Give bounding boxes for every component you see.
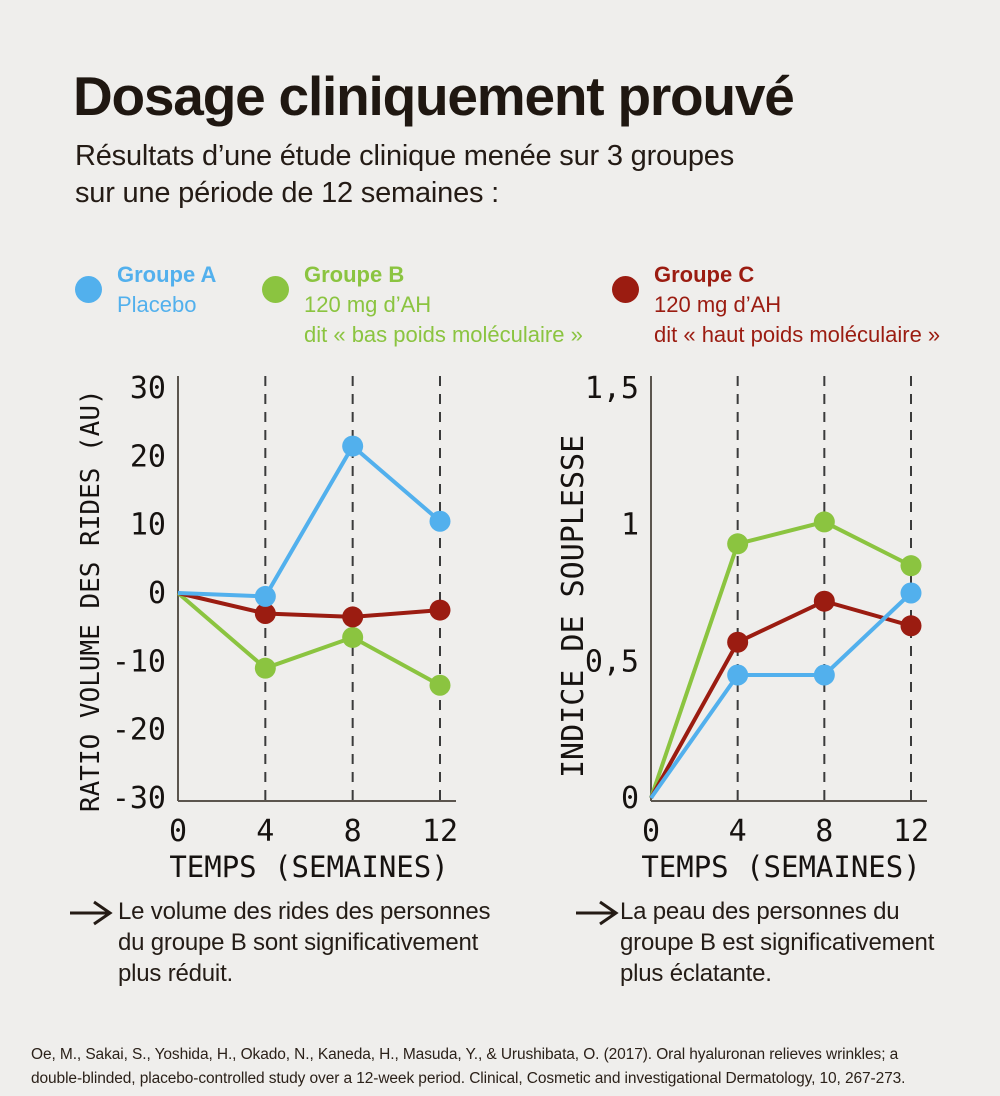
data-point-groupe-a [342,435,364,457]
groupe-a-dot-icon [75,276,102,303]
y-tick-label: 0 [148,576,166,611]
x-axis-label: TEMPS (SEMAINES) [641,850,920,884]
citation: Oe, M., Sakai, S., Yoshida, H., Okado, N… [31,1043,905,1091]
right-chart-annotation: La peau des personnes du groupe B est si… [620,896,980,989]
legend-item-groupe-a: Groupe A Placebo [75,260,216,320]
annotation-line: groupe B est significativement [620,929,935,956]
y-tick-label: -30 [112,781,166,816]
data-point-groupe-c [429,599,451,621]
data-point-groupe-a [813,664,835,686]
right-arrow-icon [576,900,619,926]
y-tick-label: 10 [130,508,166,543]
y-tick-label: 0,5 [585,644,639,679]
groupe-c-dot-icon [612,276,639,303]
subtitle-line: Résultats d’une étude clinique menée sur… [75,140,735,172]
data-point-groupe-b [727,533,749,555]
x-tick-label: 0 [169,814,187,849]
data-point-groupe-b [900,555,922,577]
annotation-line: plus réduit. [118,960,233,987]
y-tick-label: -20 [112,713,166,748]
y-tick-label: 1 [621,508,639,543]
legend-group-name: Groupe B [304,262,405,287]
legend-item-groupe-c: Groupe C 120 mg d’AH dit « haut poids mo… [612,260,940,350]
page-subtitle: Résultats d’une étude clinique menée sur… [75,138,734,212]
x-tick-label: 8 [344,814,362,849]
data-point-groupe-a [254,585,276,607]
y-tick-label: 30 [130,371,166,406]
annotation-line: du groupe B sont significativement [118,929,479,956]
annotation-line: La peau des personnes du [620,898,900,925]
data-point-groupe-c [813,590,835,612]
subtitle-line: sur une période de 12 semaines : [75,177,500,209]
data-point-groupe-b [342,626,364,648]
x-tick-label: 12 [893,814,929,849]
x-tick-label: 8 [815,814,833,849]
data-point-groupe-b [429,674,451,696]
series-line-groupe-a [649,591,913,800]
data-point-groupe-c [254,603,276,624]
x-tick-label: 12 [422,814,458,849]
x-tick-label: 4 [729,814,747,849]
annotation-line: plus éclatante. [620,960,772,987]
x-tick-label: 4 [256,814,274,849]
legend-group-name: Groupe C [654,262,755,287]
citation-line: double-blinded, placebo-controlled study… [31,1070,906,1087]
data-point-groupe-a [429,510,451,532]
data-point-groupe-c [342,606,364,628]
data-point-groupe-c [727,631,749,653]
y-tick-label: 20 [130,439,166,474]
left-chart-y-axis-label: RATIO VOLUME DES RIDES (AU) [76,389,106,812]
data-point-groupe-a [900,582,922,604]
left-chart-annotation: Le volume des rides des personnes du gro… [118,896,538,989]
legend-group-desc: Placebo [117,292,197,317]
legend-group-desc: dit « haut poids moléculaire » [654,322,941,347]
data-point-groupe-b [813,511,835,533]
legend-group-desc: 120 mg d’AH [304,292,432,317]
legend-item-groupe-b: Groupe B 120 mg d’AH dit « bas poids mol… [262,260,583,350]
citation-line: Oe, M., Sakai, S., Yoshida, H., Okado, N… [31,1046,899,1063]
series-line-groupe-b [176,591,441,688]
data-point-groupe-b [254,657,276,679]
page-title: Dosage cliniquement prouvé [73,65,795,127]
groupe-b-dot-icon [262,276,289,303]
legend-group-desc: 120 mg d’AH [654,292,782,317]
series-line-groupe-b [649,519,912,799]
y-tick-label: 1,5 [585,371,639,406]
series-line-groupe-a [177,442,442,599]
right-arrow-icon [70,900,113,926]
legend-text: Groupe A Placebo [117,260,216,320]
series-line-groupe-c [649,599,912,799]
legend-group-desc: dit « bas poids moléculaire » [304,322,583,347]
legend-text: Groupe B 120 mg d’AH dit « bas poids mol… [304,260,583,350]
y-tick-label: 0 [621,781,639,816]
x-axis-label: TEMPS (SEMAINES) [169,850,448,884]
y-tick-label: -10 [112,644,166,679]
data-point-groupe-a [727,664,749,686]
legend-text: Groupe C 120 mg d’AH dit « haut poids mo… [654,260,940,350]
data-point-groupe-c [900,615,922,637]
legend-group-name: Groupe A [117,262,217,287]
x-tick-label: 0 [642,814,660,849]
series-line-groupe-c [177,591,441,619]
annotation-line: Le volume des rides des personnes [118,898,491,925]
